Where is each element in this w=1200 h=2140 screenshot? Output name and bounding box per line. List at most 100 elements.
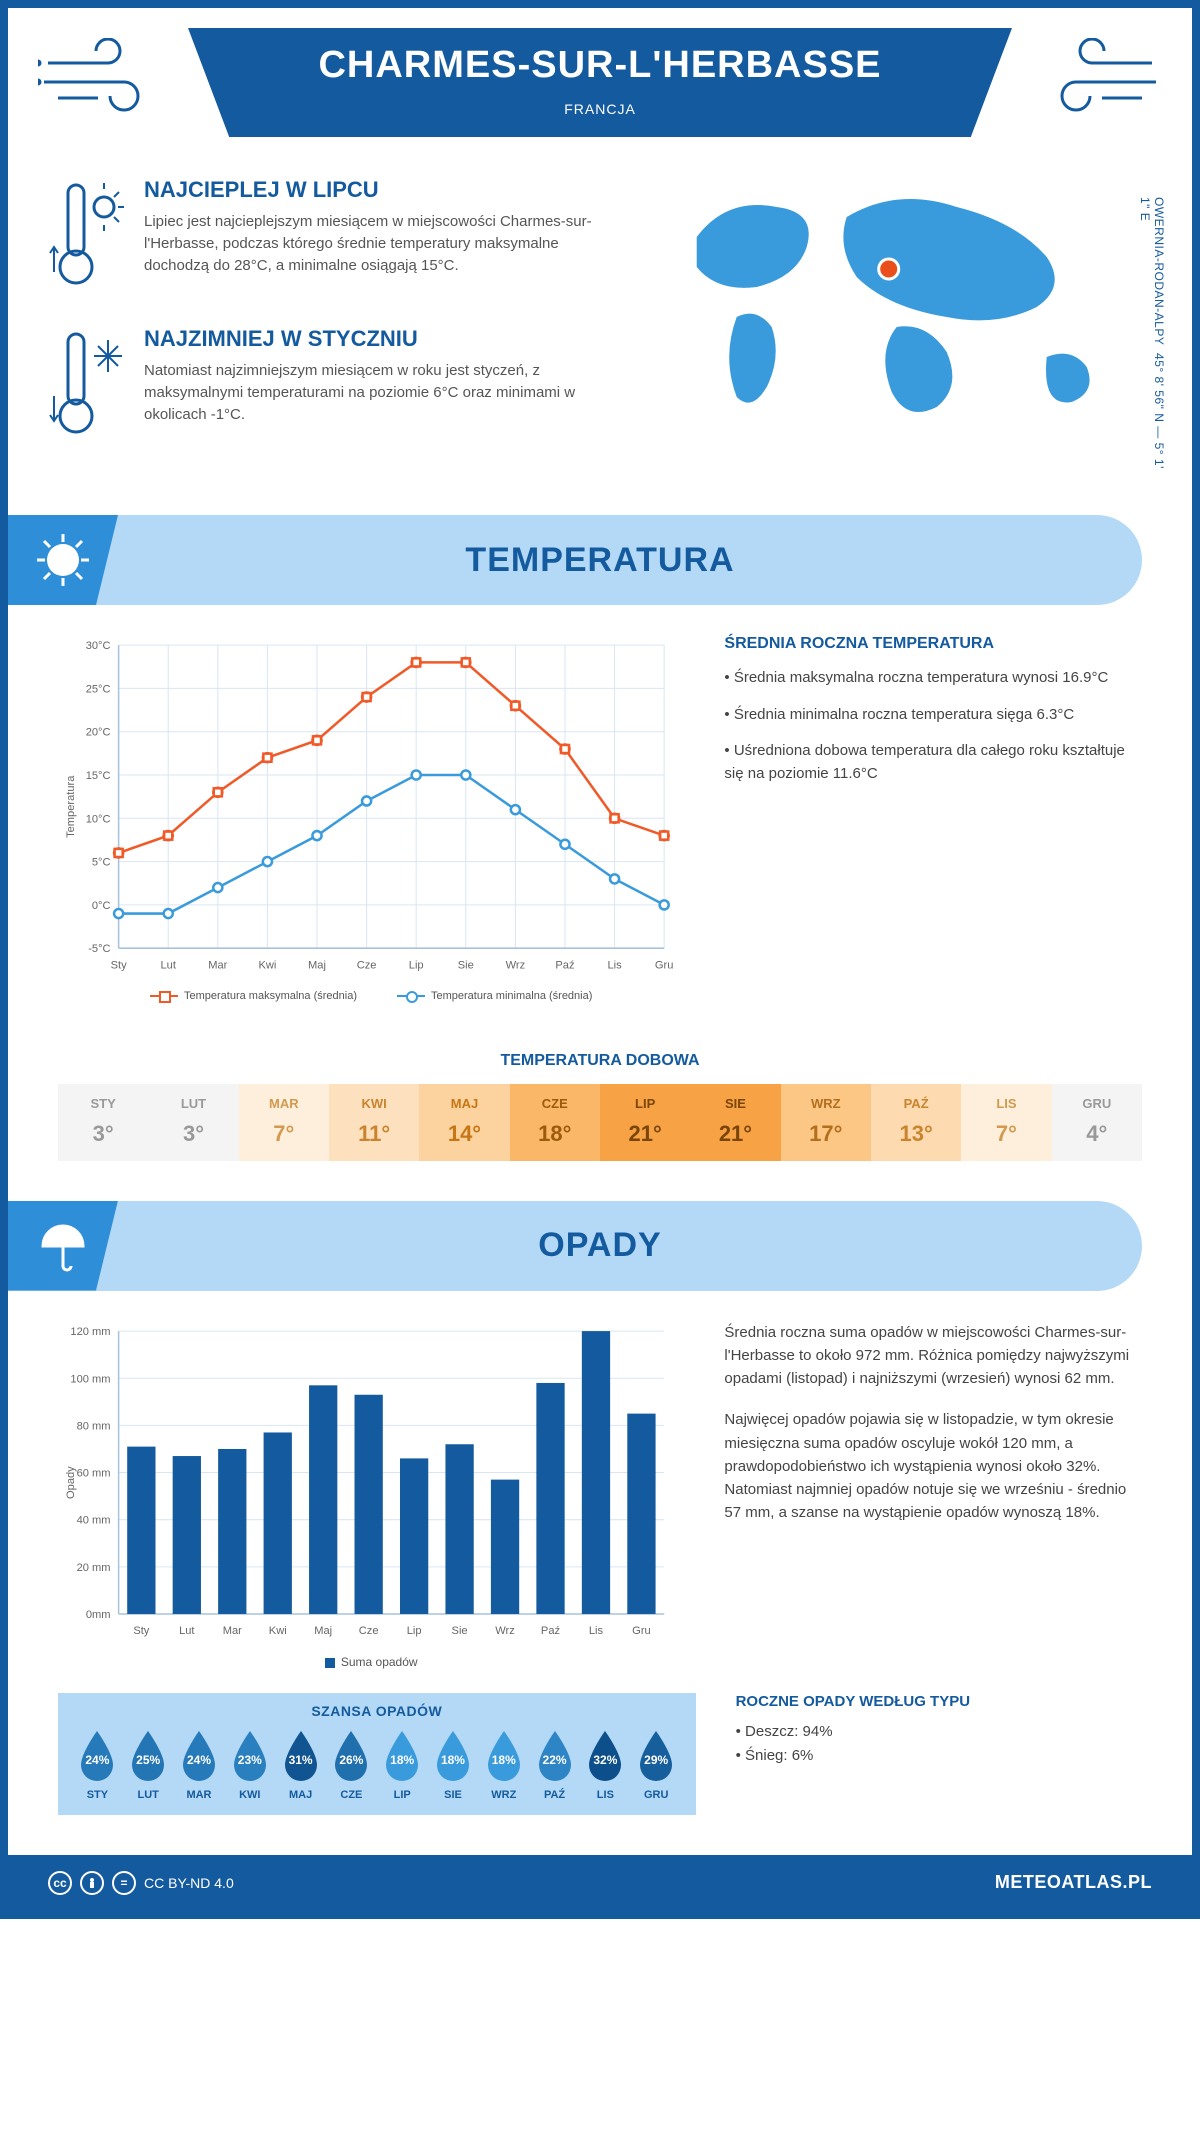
precipitation-info-para: Średnia roczna suma opadów w miejscowośc… [724, 1321, 1142, 1391]
chance-drop: 26%CZE [326, 1729, 377, 1801]
svg-text:Paź: Paź [541, 1625, 560, 1637]
svg-text:Opady: Opady [65, 1465, 77, 1498]
svg-text:Cze: Cze [359, 1625, 379, 1637]
svg-text:60 mm: 60 mm [77, 1467, 111, 1479]
svg-text:Cze: Cze [357, 959, 377, 971]
svg-text:120 mm: 120 mm [70, 1326, 110, 1338]
svg-text:80 mm: 80 mm [77, 1420, 111, 1432]
svg-text:Sty: Sty [133, 1625, 149, 1637]
license-block: cc = CC BY-ND 4.0 [48, 1871, 234, 1895]
daily-temp-cell: KWI11° [329, 1084, 419, 1161]
cold-fact-body: Natomiast najzimniejszym miesiącem w rok… [144, 360, 611, 425]
precipitation-info: Średnia roczna suma opadów w miejscowośc… [724, 1321, 1142, 1669]
svg-text:Lis: Lis [607, 959, 622, 971]
chance-drop: 25%LUT [123, 1729, 174, 1801]
license-label: CC BY-ND 4.0 [144, 1875, 234, 1891]
temperature-section-header: TEMPERATURA [8, 515, 1142, 605]
temperature-info-title: ŚREDNIA ROCZNA TEMPERATURA [724, 635, 1142, 653]
precipitation-legend: Suma opadów [58, 1655, 684, 1669]
svg-text:Lip: Lip [409, 959, 424, 971]
temperature-info-point: • Średnia maksymalna roczna temperatura … [724, 667, 1142, 690]
intro-row: NAJCIEPLEJ W LIPCU Lipiec jest najcieple… [8, 167, 1192, 505]
svg-text:Paź: Paź [555, 959, 574, 971]
precipitation-info-para: Najwięcej opadów pojawia się w listopadz… [724, 1408, 1142, 1524]
location-marker-icon [878, 259, 898, 279]
svg-text:Maj: Maj [314, 1625, 332, 1637]
footer: cc = CC BY-ND 4.0 METEOATLAS.PL [8, 1855, 1192, 1911]
svg-text:Gru: Gru [632, 1625, 651, 1637]
svg-text:Lut: Lut [179, 1625, 194, 1637]
daily-temp-cell: LUT3° [148, 1084, 238, 1161]
nd-icon: = [112, 1871, 136, 1895]
svg-text:Wrz: Wrz [506, 959, 526, 971]
cc-icon: cc [48, 1871, 72, 1895]
daily-temp-cell: WRZ17° [781, 1084, 871, 1161]
chance-drop: 22%PAŹ [529, 1729, 580, 1801]
svg-text:Mar: Mar [208, 959, 227, 971]
daily-temp-title: TEMPERATURA DOBOWA [8, 1052, 1192, 1070]
wind-icon [1022, 38, 1162, 118]
page-title: CHARMES-SUR-L'HERBASSE [188, 44, 1012, 87]
daily-temp-cell: PAŹ13° [871, 1084, 961, 1161]
cold-fact-text: NAJZIMNIEJ W STYCZNIU Natomiast najzimni… [144, 326, 611, 451]
chance-drop: 29%GRU [631, 1729, 682, 1801]
cold-fact: NAJZIMNIEJ W STYCZNIU Natomiast najzimni… [48, 326, 611, 451]
temperature-info-point: • Uśredniona dobowa temperatura dla całe… [724, 740, 1142, 785]
chance-drop: 32%LIS [580, 1729, 631, 1801]
map-column: OWERNIA-RODAN-ALPY 45° 8' 56" N — 5° 1' … [641, 177, 1152, 475]
hot-fact: NAJCIEPLEJ W LIPCU Lipiec jest najcieple… [48, 177, 611, 302]
temperature-info: ŚREDNIA ROCZNA TEMPERATURA • Średnia mak… [724, 635, 1142, 1002]
precipitation-type-info: ROCZNE OPADY WEDŁUG TYPU • Deszcz: 94% •… [736, 1693, 1142, 1815]
svg-text:20°C: 20°C [86, 727, 111, 739]
chance-drop: 18%WRZ [478, 1729, 529, 1801]
daily-temp-cell: MAJ14° [419, 1084, 509, 1161]
svg-text:0mm: 0mm [86, 1609, 111, 1621]
hot-fact-title: NAJCIEPLEJ W LIPCU [144, 177, 611, 203]
svg-text:0°C: 0°C [92, 900, 111, 912]
chance-drop: 18%LIP [377, 1729, 428, 1801]
chance-drop: 24%MAR [174, 1729, 225, 1801]
chance-drop: 23%KWI [224, 1729, 275, 1801]
coords-label: OWERNIA-RODAN-ALPY 45° 8' 56" N — 5° 1' … [1138, 197, 1166, 475]
facts-column: NAJCIEPLEJ W LIPCU Lipiec jest najcieple… [48, 177, 611, 475]
daily-temp-cell: MAR7° [239, 1084, 329, 1161]
temperature-info-point: • Średnia minimalna roczna temperatura s… [724, 704, 1142, 727]
svg-text:100 mm: 100 mm [70, 1373, 110, 1385]
temperature-body: -5°C0°C5°C10°C15°C20°C25°C30°CStyLutMarK… [8, 635, 1192, 1032]
cold-fact-title: NAJZIMNIEJ W STYCZNIU [144, 326, 611, 352]
wind-icon [38, 38, 178, 118]
chance-drops-row: 24%STY25%LUT24%MAR23%KWI31%MAJ26%CZE18%L… [72, 1729, 682, 1801]
daily-temp-cell: SIE21° [690, 1084, 780, 1161]
thermometer-cold-icon [48, 326, 128, 451]
hot-fact-body: Lipiec jest najcieplejszym miesiącem w m… [144, 211, 611, 276]
svg-text:10°C: 10°C [86, 813, 111, 825]
title-banner: CHARMES-SUR-L'HERBASSE FRANCJA [188, 28, 1012, 137]
svg-text:Kwi: Kwi [269, 1625, 287, 1637]
daily-temp-cell: LIS7° [961, 1084, 1051, 1161]
svg-text:5°C: 5°C [92, 857, 111, 869]
header: CHARMES-SUR-L'HERBASSE FRANCJA [8, 8, 1192, 167]
page: CHARMES-SUR-L'HERBASSE FRANCJA NAJCIEPLE… [0, 0, 1200, 1919]
precipitation-bottom-row: SZANSA OPADÓW 24%STY25%LUT24%MAR23%KWI31… [8, 1693, 1192, 1855]
svg-text:30°C: 30°C [86, 640, 111, 652]
type-line: • Śnieg: 6% [736, 1744, 1142, 1768]
daily-temp-cell: LIP21° [600, 1084, 690, 1161]
type-line: • Deszcz: 94% [736, 1720, 1142, 1744]
svg-text:15°C: 15°C [86, 770, 111, 782]
chance-drop: 31%MAJ [275, 1729, 326, 1801]
precipitation-chance-panel: SZANSA OPADÓW 24%STY25%LUT24%MAR23%KWI31… [58, 1693, 696, 1815]
page-subtitle: FRANCJA [188, 101, 1012, 117]
svg-text:Mar: Mar [223, 1625, 242, 1637]
temperature-line-chart: -5°C0°C5°C10°C15°C20°C25°C30°CStyLutMarK… [58, 635, 684, 1002]
precipitation-bar-chart: 0mm20 mm40 mm60 mm80 mm100 mm120 mmOpady… [58, 1321, 684, 1669]
svg-text:Lis: Lis [589, 1625, 604, 1637]
svg-text:25°C: 25°C [86, 683, 111, 695]
daily-temp-cell: CZE18° [510, 1084, 600, 1161]
chance-title: SZANSA OPADÓW [72, 1703, 682, 1719]
brand-label: METEOATLAS.PL [995, 1872, 1152, 1893]
svg-text:40 mm: 40 mm [77, 1514, 111, 1526]
chance-drop: 18%SIE [428, 1729, 479, 1801]
svg-text:Lip: Lip [407, 1625, 422, 1637]
svg-text:Gru: Gru [655, 959, 674, 971]
svg-text:Lut: Lut [160, 959, 175, 971]
